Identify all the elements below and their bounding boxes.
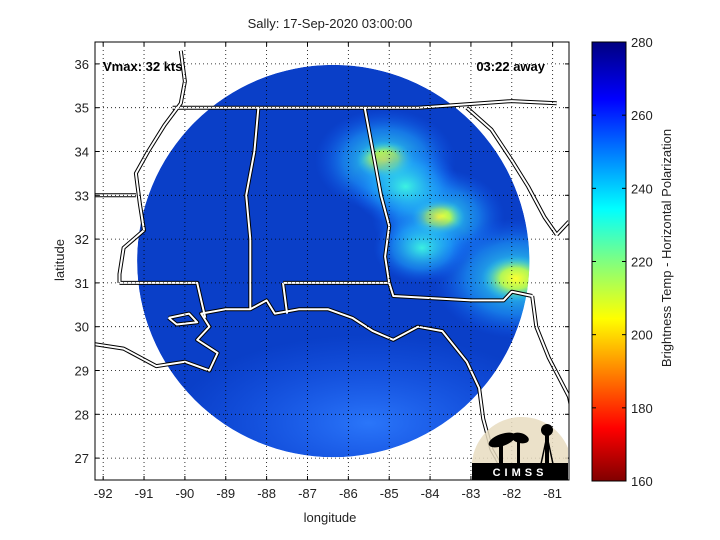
colorbar-tick-label: 260 [631,108,653,123]
x-tick-label: -85 [380,486,399,501]
x-tick-label: -91 [135,486,154,501]
x-tick-label: -86 [339,486,358,501]
y-tick-label: 32 [75,232,89,247]
ocean-band [172,334,530,458]
x-tick-label: -87 [298,486,317,501]
grid [95,42,569,480]
colorbar-tick-label: 220 [631,255,653,270]
x-tick-label: -83 [462,486,481,501]
y-tick-label: 30 [75,320,89,335]
y-tick-label: 29 [75,364,89,379]
colorbar-ticks: 160 180 200 220 240 260 280 [592,35,653,489]
swath-layer [137,64,530,458]
y-tick-label: 31 [75,276,89,291]
y-axis: 27 28 29 30 31 32 33 34 35 36 [75,57,569,466]
plot-frame [94,41,570,481]
y-tick-label: 36 [75,57,89,72]
vmax-label: Vmax: 32 kts [103,59,183,74]
logo-banner [472,463,568,480]
cold-regions [314,108,530,339]
x-tick-label: -90 [175,486,194,501]
x-tick-label: -89 [216,486,235,501]
colorbar [591,41,627,482]
colorbar-tick-label: 240 [631,181,653,196]
colorbar-tick-label: 280 [631,35,653,50]
y-tick-label: 34 [75,145,89,160]
time-away-label: 03:22 away [476,59,545,74]
colorbar-label: Brightness Temp - Horizontal Polarizatio… [659,129,674,367]
x-tick-label: -88 [257,486,276,501]
chart-title: Sally: 17-Sep-2020 03:00:00 [248,16,413,31]
x-tick-label: -82 [502,486,521,501]
y-tick-label: 27 [75,451,89,466]
y-tick-label: 35 [75,101,89,116]
x-tick-label: -92 [94,486,113,501]
cimss-logo: CIMSS [472,416,568,480]
x-axis-label: longitude [304,510,357,525]
x-tick-label: -81 [543,486,562,501]
cold-halo-4 [350,146,461,227]
cold-core-3 [481,255,530,302]
cold-halo-5 [373,212,471,284]
y-tick-label: 28 [75,407,89,422]
x-axis: -92 -91 -90 -89 -88 -87 -86 -85 -84 -83 -82 -81 [94,42,562,501]
logo-dishes [488,424,554,465]
x-tick-label: -84 [421,486,440,501]
colorbar-tick-label: 180 [631,401,653,416]
y-axis-label: latitude [52,239,67,281]
y-tick-label: 33 [75,188,89,203]
colorbar-tick-label: 160 [631,474,653,489]
logo-text: CIMSS [493,467,548,479]
colorbar-tick-label: 200 [631,328,653,343]
